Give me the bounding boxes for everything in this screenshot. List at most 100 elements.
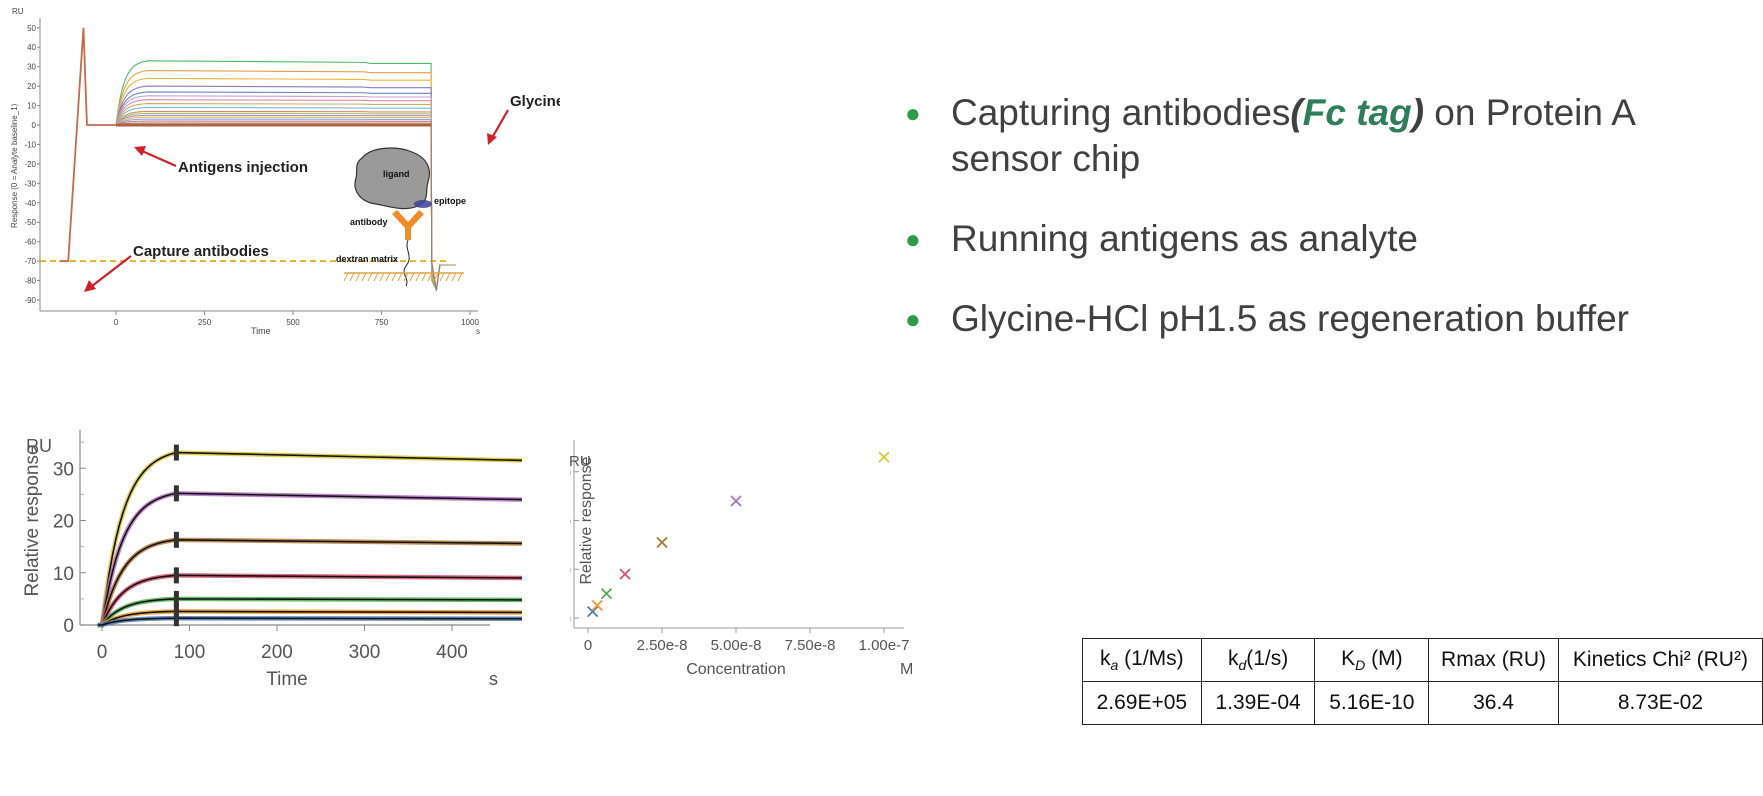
matrix-hatch [409,272,415,282]
y-axis-title: Relative response [578,456,595,584]
y-axis-title: Relative response [22,444,43,596]
epitope-mark [414,200,432,208]
y-axis-title: Response (0 = Analyte baseline_1) [10,103,19,228]
bullet-text-capturing: Capturing antibodies(Fc tag) on Protein … [951,92,1634,179]
glycine-arrow [491,109,509,139]
x-tick-label: 0 [114,318,119,327]
annotation-capture: Capture antibodies [84,243,269,292]
fit-curve [97,574,523,626]
y-tick-label: 20 [27,82,36,91]
capture-arrowhead [84,280,96,292]
epitope-label: epitope [434,196,466,206]
scatter-point [656,536,668,549]
bullet-text-running: Running antigens as analyte [951,218,1418,259]
antigens-arrowhead [134,146,146,156]
bullet-text-glycine: Glycine-HCl pH1.5 as regeneration buffer [951,298,1629,339]
table-cell: 36.4 [1428,681,1559,725]
antibody-tether [403,239,410,287]
data-curve [97,491,523,628]
bullet-dot: ● [905,304,921,334]
affinity-scatter-chart: 01020304002.50e-85.00e-87.50e-81.00e-7RU… [570,440,913,678]
glycine-arrowhead [487,133,497,145]
scatter-point [878,451,890,463]
antibody-label: antibody [350,217,388,227]
matrix-hatch [433,272,439,282]
table-header-cell: Rmax (RU) [1428,638,1559,682]
scatter-point [586,606,599,618]
y-tick-label: 30 [570,465,571,482]
y-tick-label: -30 [24,179,36,188]
matrix-hatch [457,272,463,282]
table-row: 2.69E+05 1.39E-04 5.16E-10 36.4 8.73E-02 [1082,681,1763,725]
fit-curve [97,451,523,626]
matrix-hatch [415,272,421,282]
matrix-hatch [445,272,451,282]
table-header-row: ka (1/Ms) kd(1/s) KD (M) Rmax (RU) Kinetics … [1082,638,1763,682]
y-tick-label: -80 [24,277,36,286]
y-tick-label: -50 [24,218,36,227]
y-tick-label: 10 [53,564,74,585]
matrix-hatch [391,272,397,282]
matrix-hatch [361,272,367,282]
x-tick-label: 300 [349,642,381,663]
x-tick-label: 0 [584,637,592,654]
y-tick-label: -90 [24,296,36,305]
matrix-hatch [355,272,361,282]
y-tick-label: 0 [32,121,37,130]
x-axis-title: Time [251,326,271,336]
matrix-hatch [439,272,445,282]
y-tick-label: 20 [570,514,571,531]
bullet-glycine: ● Glycine-HCl pH1.5 as regeneration buff… [905,296,1745,342]
matrix-hatch [421,272,427,282]
ligand-label: ligand [383,169,410,179]
antibody-y-icon [392,210,424,240]
point-stroke [730,495,742,507]
y-tick-label: 0 [570,611,571,628]
bullet-list: ● Capturing antibodies(Fc tag) on Protei… [905,90,1745,376]
table-header-cell: kd(1/s) [1200,638,1316,682]
scatter-point [600,587,613,600]
y-tick-label: 10 [27,102,36,111]
dextran-matrix [343,272,464,282]
matrix-hatch [427,272,433,282]
x-axis-title: Concentration [686,661,786,678]
matrix-hatch [397,272,403,282]
fit-curve [97,539,523,626]
x-tick-label: 7.50e-8 [785,637,836,654]
point-stroke [878,451,890,463]
y-tick-label: -20 [24,160,36,169]
sensorgram-axes: RU Time s Response (0 = Analyte baseline_1)… [10,7,480,336]
glycine-label: Glycine-HCl pH1.5 [510,93,560,110]
matrix-hatch [403,272,409,282]
x-tick-label: 2.50e-8 [637,637,688,654]
matrix-hatch [343,272,349,282]
bullet-dot: ● [905,224,921,254]
matrix-hatch [367,272,373,282]
binding-cartoon: ligand epitope antibody dextran matrix [336,147,466,287]
x-axis-title: Time [266,669,308,690]
scatter-point [591,599,603,611]
dextran-label: dextran matrix [336,254,398,264]
x-tick-label: 100 [174,642,206,663]
y-unit-label: RU [26,436,52,456]
table-header-cell: ka (1/Ms) [1082,638,1202,682]
point-stroke [600,587,613,600]
y-unit-label: RU [12,7,24,16]
x-tick-label: 750 [375,318,389,327]
capture-trace [59,27,116,263]
matrix-hatch [451,272,457,282]
y-tick-label: -60 [24,238,36,247]
annotation-antigens: Antigens injection [134,146,308,176]
fit-curve [97,610,523,626]
kinetics-fit-chart: 0102030400100200300400RUTimesRelative re… [22,430,523,690]
matrix-hatch [349,272,355,282]
table-cell: 8.73E-02 [1557,681,1763,725]
y-tick-label: 40 [27,43,36,52]
scatter-point [619,568,631,580]
y-tick-label: -40 [24,199,36,208]
x-unit-label: s [476,327,480,336]
table-header-cell: KD (M) [1314,638,1430,682]
matrix-hatch [373,272,379,282]
y-tick-label: -10 [24,140,36,149]
y-tick-label: 10 [570,562,571,579]
